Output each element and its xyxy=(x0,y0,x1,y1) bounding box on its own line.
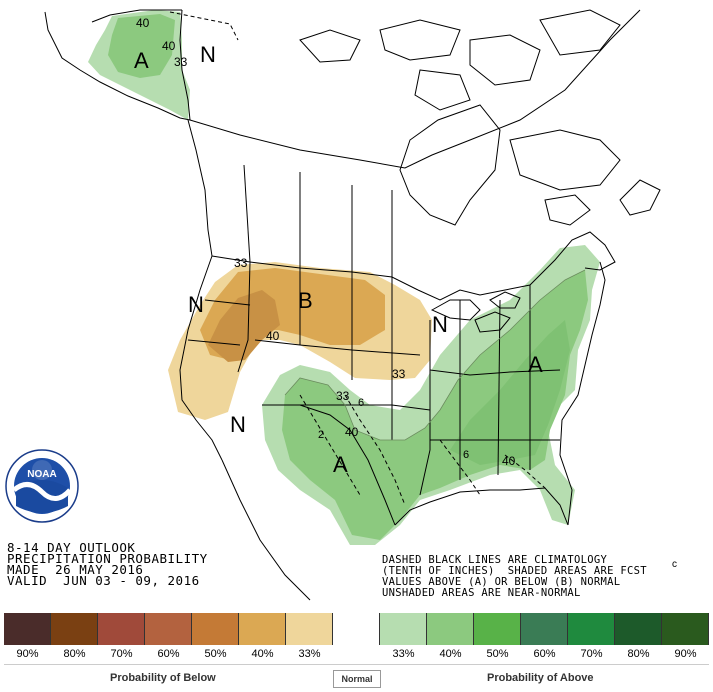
label-clim-6b: 6 xyxy=(463,449,469,461)
outlook-title: 8-14 DAY OUTLOOK xyxy=(7,540,136,555)
legend-percent: 33% xyxy=(298,648,321,660)
legend-percent: 40% xyxy=(251,648,274,660)
east-above-area-50 xyxy=(450,320,570,465)
notes-line-4: UNSHADED AREAS ARE NEAR-NORMAL xyxy=(382,587,581,599)
label-east-a: A xyxy=(528,352,543,377)
label-b-40: 40 xyxy=(266,329,280,343)
legend-percent: 80% xyxy=(627,648,650,660)
climatology-lines xyxy=(169,11,546,506)
legend-swatch xyxy=(474,613,521,645)
label-plains-b: B xyxy=(298,288,313,313)
legend-swatch xyxy=(239,613,286,645)
legend-swatch xyxy=(98,613,145,645)
notes-line-1: DASHED BLACK LINES ARE CLIMATOLOGY xyxy=(382,554,608,566)
label-south-33: 33 xyxy=(336,389,350,403)
legend-divider xyxy=(4,664,709,665)
map-notes: DASHED BLACK LINES ARE CLIMATOLOGY (TENTH… xyxy=(382,555,647,599)
label-b-33: 33 xyxy=(234,256,248,270)
legend-swatch xyxy=(615,613,662,645)
outlook-info: 8-14 DAY OUTLOOK PRECIPITATION PROBABILIT… xyxy=(7,540,208,588)
legend-swatch xyxy=(51,613,98,645)
legend-swatch xyxy=(286,613,333,645)
label-clim-c: c xyxy=(672,559,677,570)
precipitation-outlook-map: A N 40 40 33 N N B 33 40 N A 33 40 A 40 … xyxy=(44,9,677,601)
legend-percent: 90% xyxy=(16,648,39,660)
label-clim-2: 2 xyxy=(318,429,324,441)
legend-swatch xyxy=(192,613,239,645)
legend-percent xyxy=(333,648,380,660)
legend-percent: 70% xyxy=(580,648,603,660)
label-alaska-a: A xyxy=(134,48,149,73)
label-alaska-40b: 40 xyxy=(162,39,176,53)
label-alaska-n: N xyxy=(200,42,216,67)
label-south-40: 40 xyxy=(345,425,359,439)
label-clim-6: 6 xyxy=(358,397,364,409)
legend-percent: 90% xyxy=(674,648,697,660)
notes-line-2: (TENTH OF INCHES) SHADED AREAS ARE FCST xyxy=(382,565,647,577)
outlook-made-date: MADE 26 MAY 2016 xyxy=(7,562,144,577)
legend-swatch xyxy=(380,613,427,645)
label-alaska-33: 33 xyxy=(174,55,188,69)
legend-swatch xyxy=(333,613,380,645)
outlook-type: PRECIPITATION PROBABILITY xyxy=(7,551,208,566)
probability-contours xyxy=(284,269,586,441)
legend-swatch xyxy=(662,613,709,645)
legend-percent: 33% xyxy=(392,648,415,660)
legend-normal-label: Normal xyxy=(333,670,381,688)
legend-swatch xyxy=(4,613,51,645)
legend-percent: 80% xyxy=(63,648,86,660)
label-alaska-40a: 40 xyxy=(136,16,150,30)
legend-percent: 70% xyxy=(110,648,133,660)
label-sw-n: N xyxy=(230,412,246,437)
noaa-logo-text: NOAA xyxy=(27,469,56,480)
label-east-40: 40 xyxy=(502,454,516,468)
legend-below-title: Probability of Below xyxy=(110,672,216,684)
label-west-n: N xyxy=(188,292,204,317)
legend-percent: 50% xyxy=(486,648,509,660)
east-above-area-40 xyxy=(282,270,588,540)
legend-color-bar xyxy=(4,613,709,645)
legend-percent: 60% xyxy=(533,648,556,660)
outlook-valid-range: VALID JUN 03 - 09, 2016 xyxy=(7,573,200,588)
legend-above-title: Probability of Above xyxy=(487,672,594,684)
boundaries xyxy=(44,9,661,601)
label-b-33b: 33 xyxy=(392,367,406,381)
legend-percent: 50% xyxy=(204,648,227,660)
legend-swatch xyxy=(145,613,192,645)
noaa-logo: NOAA xyxy=(5,449,79,523)
legend-swatch xyxy=(521,613,568,645)
legend-percent: 40% xyxy=(439,648,462,660)
legend-swatch xyxy=(427,613,474,645)
label-south-a: A xyxy=(333,452,348,477)
alaska-above-area-40 xyxy=(108,14,175,78)
legend-percent: 60% xyxy=(157,648,180,660)
legend-percent-labels: 90% 80% 70% 60% 50% 40% 33% 33% 40% 50% 60% 70% 80% 9… xyxy=(4,648,709,660)
label-glakes-n: N xyxy=(432,312,448,337)
legend-swatch xyxy=(568,613,615,645)
notes-line-3: VALUES ABOVE (A) OR BELOW (B) NORMAL xyxy=(382,576,621,588)
